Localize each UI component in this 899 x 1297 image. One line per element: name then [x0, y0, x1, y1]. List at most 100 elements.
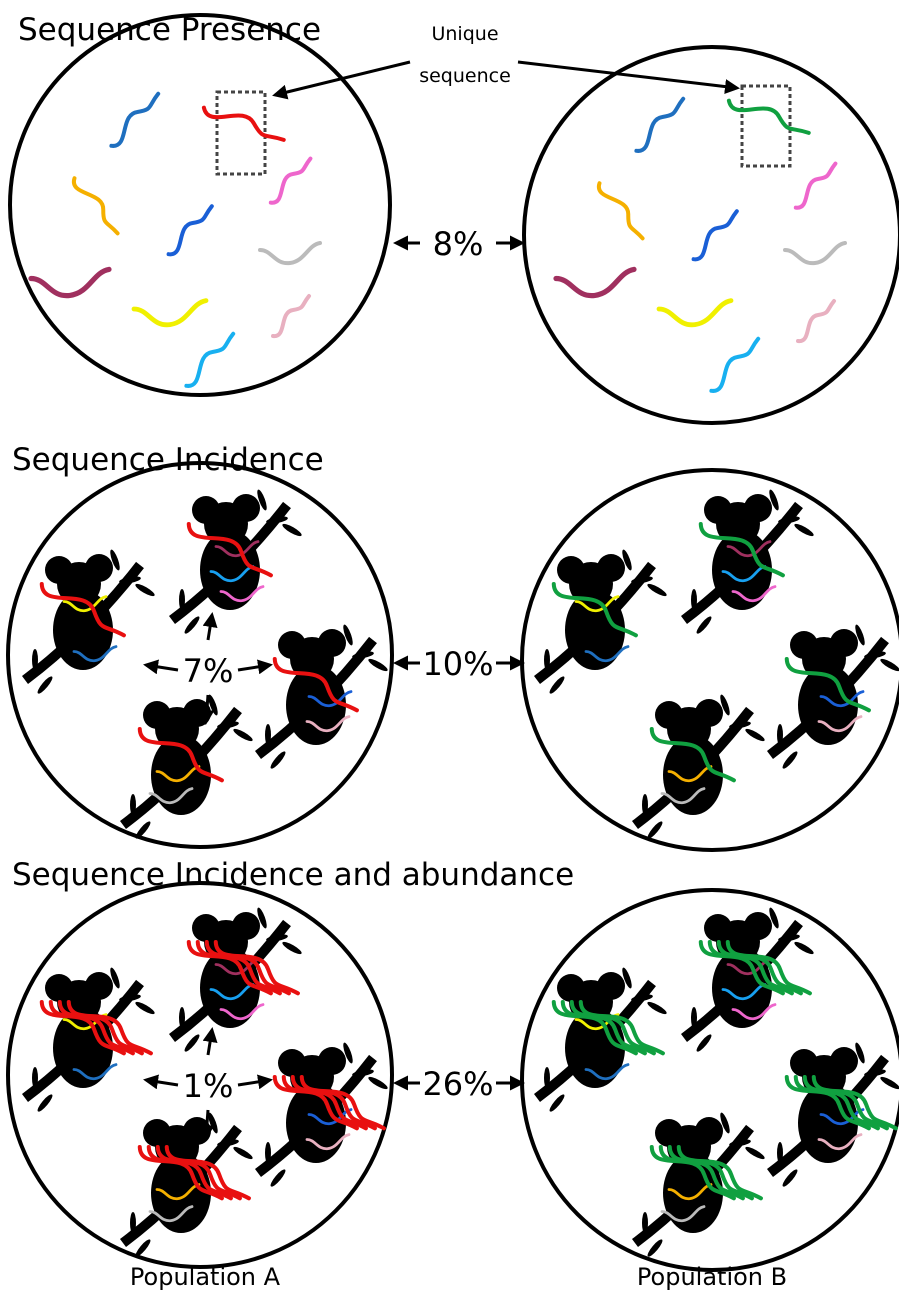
koala-ear	[597, 972, 625, 1000]
leaf	[544, 649, 550, 671]
koala-ear	[278, 631, 306, 659]
koala	[537, 549, 668, 696]
leaf	[265, 724, 271, 746]
leaf	[134, 1000, 156, 1016]
population-label: Population B	[637, 1263, 787, 1291]
between-label: 8%	[433, 225, 484, 263]
koala-ear	[192, 914, 220, 942]
sequence	[796, 164, 836, 208]
koala-ear	[45, 556, 73, 584]
leaf	[646, 820, 665, 841]
population-circle	[524, 47, 899, 423]
koala-ear	[232, 912, 260, 940]
leaf	[744, 1145, 766, 1161]
sequence	[31, 269, 109, 295]
panel-title: Sequence Presence	[18, 12, 321, 48]
koala-ear	[695, 699, 723, 727]
page: Sequence Presence Sequence Incidence Seq…	[0, 0, 899, 1297]
panel-title: Sequence Incidence and abundance	[12, 857, 574, 893]
figure: Sequence Presence Sequence Incidence Seq…	[0, 0, 899, 1297]
leaf	[130, 794, 136, 816]
koala-ear	[695, 1117, 723, 1145]
leaf	[32, 649, 38, 671]
leaf	[32, 1067, 38, 1089]
pointer-arrow	[275, 62, 410, 95]
leaf	[793, 522, 815, 538]
sequence	[798, 301, 834, 341]
leaf	[777, 1142, 783, 1164]
koala-ear	[597, 554, 625, 582]
within-label: 1%	[183, 1067, 234, 1105]
leaf	[179, 589, 185, 611]
sequence	[273, 296, 309, 336]
koala	[25, 549, 156, 696]
koala	[635, 694, 766, 841]
koala-ear	[557, 556, 585, 584]
leaf	[691, 1007, 697, 1029]
leaf	[134, 1238, 153, 1259]
koala-ear	[790, 631, 818, 659]
koala-ear	[85, 972, 113, 1000]
sequence	[260, 243, 320, 263]
sequence	[785, 243, 845, 263]
leaf	[781, 750, 800, 771]
koala-ear	[232, 494, 260, 522]
koala-ear	[183, 699, 211, 727]
leaf	[269, 1168, 288, 1189]
koala-ear	[655, 701, 683, 729]
leaf	[548, 675, 567, 696]
leaf	[646, 1000, 668, 1016]
leaf	[281, 522, 303, 538]
koala-ear	[704, 914, 732, 942]
within-arrow	[146, 1080, 178, 1085]
population-label: Population A	[130, 1263, 281, 1291]
koala	[684, 907, 815, 1054]
sequence	[271, 159, 311, 203]
leaf	[777, 724, 783, 746]
leaf	[642, 1212, 648, 1234]
koala-ear	[830, 629, 858, 657]
koala-ear	[830, 1047, 858, 1075]
between-label: 26%	[422, 1065, 493, 1103]
panel-title: Sequence Incidence	[12, 442, 324, 478]
koala-ear	[557, 974, 585, 1002]
sequence	[711, 339, 758, 391]
sequence	[659, 301, 731, 325]
leaf	[179, 1007, 185, 1029]
leaf	[695, 615, 714, 636]
leaf	[544, 1067, 550, 1089]
koala-ear	[704, 496, 732, 524]
sequence	[556, 269, 634, 295]
leaf	[646, 1238, 665, 1259]
koala-ear	[318, 1047, 346, 1075]
within-arrow	[238, 1080, 270, 1085]
leaf	[367, 1075, 389, 1091]
koala-ear	[278, 1049, 306, 1077]
koala	[684, 489, 815, 636]
koala-ear	[45, 974, 73, 1002]
sequence	[169, 206, 212, 254]
leaf	[793, 940, 815, 956]
leaf	[130, 1212, 136, 1234]
sequence	[694, 211, 737, 259]
annotation: Unique	[431, 23, 498, 45]
koala-ear	[655, 1119, 683, 1147]
leaf	[269, 750, 288, 771]
leaf	[265, 1142, 271, 1164]
population-circle	[10, 15, 390, 395]
leaf	[879, 1075, 899, 1091]
annotation: sequence	[419, 65, 511, 87]
leaf	[36, 1093, 55, 1114]
leaf	[36, 675, 55, 696]
leaf	[744, 727, 766, 743]
unique-box	[217, 92, 265, 174]
sequence	[636, 99, 683, 151]
leaf	[183, 615, 202, 636]
within-arrow	[146, 665, 178, 670]
leaf	[879, 657, 899, 673]
koala	[172, 489, 303, 636]
leaf	[232, 727, 254, 743]
koala	[123, 1112, 254, 1259]
within-arrow	[208, 1030, 212, 1055]
between-label: 10%	[422, 645, 493, 683]
